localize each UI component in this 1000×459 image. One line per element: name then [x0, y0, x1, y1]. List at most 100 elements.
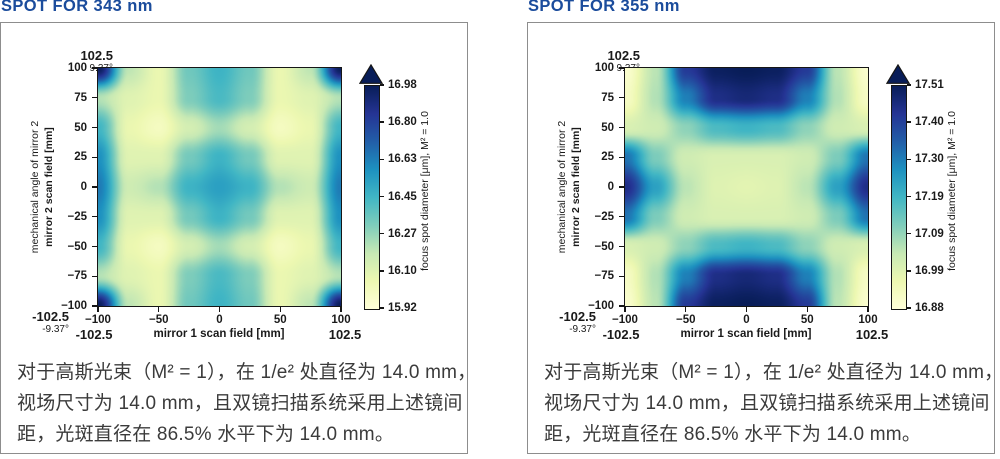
x-scale-min-label: -102.5 [75, 327, 113, 342]
y-tick-label: −25 [594, 210, 614, 223]
x-tick-label: 0 [743, 314, 750, 326]
y-tick-mark [619, 126, 624, 129]
x-scale-max-label: 102.5 [855, 327, 889, 342]
y-tick-mark [92, 186, 97, 188]
y-axis-ticks: 100 75 50 25 0 −25 −50 −75 −100 [528, 62, 624, 312]
x-tick-mark [624, 307, 626, 312]
x-tick-mark [97, 307, 99, 312]
colorbar-tick-label: 16.63 [388, 153, 417, 166]
figure-card-343: 102.5 9.37° -102.5 -9.37° mechanical ang… [0, 22, 468, 454]
x-tick-label: −100 [612, 314, 638, 326]
y-tick-label: −100 [588, 300, 614, 312]
colorbar-tick-mark [380, 195, 384, 198]
x-tick-label: 50 [800, 314, 814, 326]
colorbar-tick-label: 15.92 [388, 302, 417, 314]
colorbar-ticks: 17.51 17.40 17.30 17.19 17.09 16.99 16.88 [907, 79, 967, 314]
y-tick-mark [619, 156, 624, 158]
y-tick-label: 100 [67, 62, 87, 74]
y-tick-mark [619, 275, 624, 277]
x-tick-mark [218, 307, 221, 312]
x-tick-label: 100 [331, 314, 351, 326]
colorbar-tick-mark [907, 307, 911, 309]
caption-line-3: 距，光斑直径在 86.5% 水平下为 14.0 mm。 [17, 424, 395, 445]
colorbar-tick-mark [380, 307, 384, 309]
colorbar-tick-mark [380, 270, 384, 272]
colorbar-tick-mark [907, 158, 911, 161]
y-tick-mark [619, 305, 624, 307]
y-tick-label: 0 [80, 181, 87, 193]
colorbar-tick-label: 17.19 [915, 190, 944, 203]
secondary-scale-bottom-deg: -9.37° [42, 324, 69, 335]
heatmap-canvas-343 [98, 68, 341, 306]
colorbar-tick-mark [380, 158, 384, 161]
caption-line-3: 距，光斑直径在 86.5% 水平下为 14.0 mm。 [544, 424, 922, 445]
y-tick-label: −75 [594, 270, 614, 283]
secondary-scale-bottom: -102.5 -9.37° [1, 310, 69, 336]
colorbar-tick-label: 16.80 [388, 116, 417, 129]
x-tick-label: −50 [675, 314, 696, 326]
y-tick-mark [92, 216, 97, 218]
x-scale-max-label: 102.5 [328, 327, 362, 342]
x-tick-mark [685, 307, 687, 312]
colorbar-tick-label: 17.09 [915, 227, 944, 240]
y-tick-label: −75 [67, 270, 87, 283]
y-tick-mark [92, 126, 97, 129]
y-tick-label: −100 [61, 300, 87, 312]
secondary-scale-top-mm: 102.5 [80, 48, 113, 63]
heatmap-plot [624, 67, 869, 307]
y-tick-label: 100 [594, 62, 614, 74]
colorbar-gradient [364, 85, 380, 310]
colorbar-tick-mark [380, 121, 384, 123]
colorbar-label: focus spot diameter [μm], M² = 1.0 [419, 111, 431, 271]
colorbar-tick-mark [907, 195, 911, 198]
caption-line-1: 对于高斯光束（M² = 1），在 1/e² 处直径为 14.0 mm， [17, 362, 468, 383]
heatmap-canvas-355 [625, 68, 868, 306]
y-tick-mark [92, 245, 97, 248]
colorbar-tick-label: 16.27 [388, 227, 417, 240]
y-tick-mark [619, 186, 624, 188]
caption: 对于高斯光束（M² = 1），在 1/e² 处直径为 14.0 mm， 视场尺寸… [544, 357, 995, 450]
x-tick-mark [279, 307, 281, 312]
y-tick-mark [92, 67, 97, 69]
panel-title-355: SPOT FOR 355 nm [528, 0, 680, 15]
panel-343nm: SPOT FOR 343 nm 102.5 9.37° -102.5 -9.37… [0, 0, 470, 459]
colorbar-max-arrow-icon [359, 64, 383, 84]
y-tick-mark [619, 67, 624, 69]
secondary-scale-bottom-deg: -9.37° [569, 324, 596, 335]
y-tick-mark [92, 156, 97, 158]
secondary-scale-bottom-mm: -102.5 [559, 309, 596, 324]
y-tick-mark [619, 97, 624, 99]
colorbar-max-arrow-icon [886, 64, 910, 84]
y-tick-mark [92, 97, 97, 99]
x-axis-label: mirror 1 scan field [mm] [680, 328, 812, 340]
colorbar-tick-label: 17.30 [915, 153, 944, 166]
colorbar-tick-mark [907, 270, 911, 272]
x-axis-ticks: −100 −50 0 50 100 [612, 307, 878, 331]
caption-line-2: 视场尺寸为 14.0 mm，且双镜扫描系统采用上述镜间 [544, 393, 990, 414]
y-tick-label: 0 [607, 181, 614, 193]
secondary-scale-bottom: -102.5 -9.37° [528, 309, 596, 336]
y-tick-label: −50 [67, 240, 87, 253]
x-tick-mark [340, 307, 342, 312]
colorbar-tick-label: 17.40 [915, 116, 944, 129]
panel-355nm: SPOT FOR 355 nm 102.5 9.37° -102.5 -9.37… [527, 0, 997, 459]
caption-line-1: 对于高斯光束（M² = 1），在 1/e² 处直径为 14.0 mm， [544, 362, 995, 383]
colorbar-ticks: 16.98 16.80 16.63 16.45 16.27 16.10 15.92 [380, 79, 440, 314]
colorbar-tick-label: 16.88 [915, 302, 944, 314]
x-tick-label: 50 [273, 314, 287, 326]
figure-card-355: 102.5 9.37° -102.5 -9.37° mechanical ang… [527, 22, 995, 454]
colorbar-tick-label: 16.10 [388, 264, 417, 277]
colorbar-gradient [891, 85, 907, 310]
y-tick-label: 25 [601, 151, 614, 164]
x-tick-label: −50 [148, 314, 169, 326]
y-tick-mark [92, 305, 97, 307]
y-tick-label: 75 [74, 91, 87, 104]
colorbar-tick-mark [907, 84, 911, 86]
colorbar-tick-label: 16.99 [915, 264, 944, 277]
panel-title-343: SPOT FOR 343 nm [1, 0, 153, 15]
colorbar-tick-label: 16.98 [388, 79, 417, 91]
y-tick-mark [619, 216, 624, 218]
colorbar-tick-label: 17.51 [915, 79, 944, 91]
caption: 对于高斯光束（M² = 1），在 1/e² 处直径为 14.0 mm， 视场尺寸… [17, 357, 468, 450]
